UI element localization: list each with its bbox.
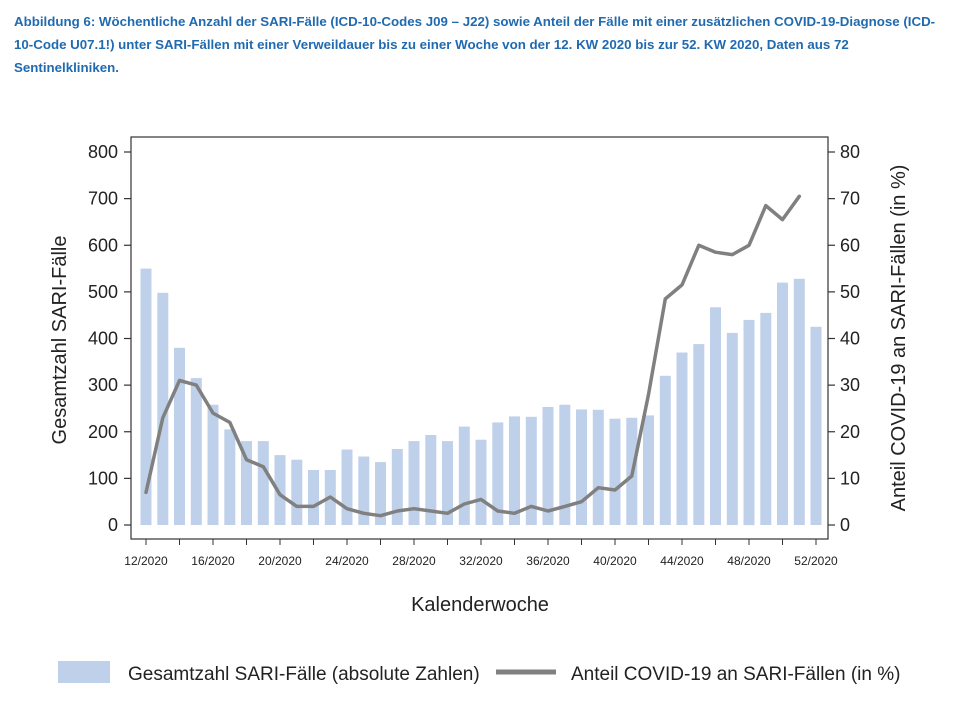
left-axis: 0 100 200 300 400 500 600 700 800 (88, 142, 131, 535)
bar (425, 435, 437, 525)
y2-tick-label: 40 (840, 329, 860, 349)
bar (140, 268, 152, 525)
bar (492, 422, 504, 525)
x-tick-label: 12/2020 (124, 554, 168, 568)
y-tick-label: 600 (88, 235, 118, 255)
bar (475, 439, 487, 525)
bar (391, 449, 403, 525)
bar (676, 352, 688, 525)
x-tick-label: 44/2020 (660, 554, 704, 568)
y2-tick-label: 80 (840, 142, 860, 162)
bar (592, 409, 604, 525)
x-axis: 12/2020 16/2020 20/2020 24/2020 28/2020 32/20… (124, 539, 838, 568)
line-group (144, 194, 802, 518)
bar (257, 441, 269, 525)
bar (576, 409, 587, 525)
bar (793, 278, 805, 525)
y-tick-label: 700 (88, 189, 118, 209)
x-tick-label: 28/2020 (392, 554, 436, 568)
bar (308, 470, 319, 525)
y2-tick-label: 10 (840, 468, 860, 488)
bar (224, 429, 236, 525)
bar (458, 426, 470, 525)
bars-group (140, 268, 822, 526)
covid-share-line (144, 194, 802, 518)
y2-tick-label: 30 (840, 375, 860, 395)
legend-label-line: Anteil COVID-19 an SARI-Fällen (in %) (571, 664, 900, 685)
y2-tick-label: 20 (840, 422, 860, 442)
bar (375, 462, 386, 525)
bar (358, 456, 370, 525)
x-tick-label: 40/2020 (593, 554, 637, 568)
figure-caption: Abbildung 6: Wöchentliche Anzahl der SAR… (14, 14, 936, 75)
bar (726, 332, 738, 525)
y-tick-label: 500 (88, 282, 118, 302)
bar (241, 441, 252, 525)
x-tick-label: 24/2020 (325, 554, 369, 568)
bar (693, 344, 705, 525)
bar (777, 282, 788, 525)
x-axis-label: Kalenderwoche (411, 594, 549, 616)
bar (643, 415, 654, 525)
y2-tick-label: 50 (840, 282, 860, 302)
y-tick-label: 400 (88, 329, 118, 349)
y-tick-label: 200 (88, 422, 118, 442)
bar (542, 407, 554, 525)
y2-tick-label: 0 (840, 515, 850, 535)
legend-swatch-bars (58, 661, 110, 683)
x-tick-label: 20/2020 (258, 554, 302, 568)
y2-tick-label: 70 (840, 189, 860, 209)
right-axis: 0 10 20 30 40 50 60 70 80 (828, 142, 860, 535)
y-tick-label: 800 (88, 142, 118, 162)
bar (408, 441, 420, 525)
bar (559, 404, 571, 525)
bar (442, 441, 453, 525)
bar (291, 459, 303, 525)
bar (710, 307, 721, 525)
bar (341, 449, 353, 525)
bar (810, 326, 822, 525)
left-axis-label: Gesamtzahl SARI-Fälle (49, 236, 71, 445)
x-tick-label: 36/2020 (526, 554, 570, 568)
right-axis-label: Anteil COVID-19 an SARI-Fällen (in %) (888, 165, 910, 512)
bar (509, 416, 520, 525)
x-tick-label: 52/2020 (794, 554, 838, 568)
bar (157, 292, 169, 525)
bar (609, 418, 621, 525)
bar (207, 404, 219, 525)
legend-label-bars: Gesamtzahl SARI-Fälle (absolute Zahlen) (128, 664, 480, 685)
bar (274, 455, 286, 525)
y-tick-label: 300 (88, 375, 118, 395)
bar (174, 347, 185, 525)
bar (760, 312, 772, 525)
y-tick-label: 100 (88, 468, 118, 488)
y-tick-label: 0 (108, 515, 118, 535)
x-tick-label: 32/2020 (459, 554, 503, 568)
bar (190, 378, 202, 525)
y2-tick-label: 60 (840, 235, 860, 255)
bar (659, 375, 671, 525)
x-tick-label: 16/2020 (191, 554, 235, 568)
bar (743, 319, 755, 526)
x-tick-label: 48/2020 (727, 554, 771, 568)
bar (525, 416, 537, 525)
